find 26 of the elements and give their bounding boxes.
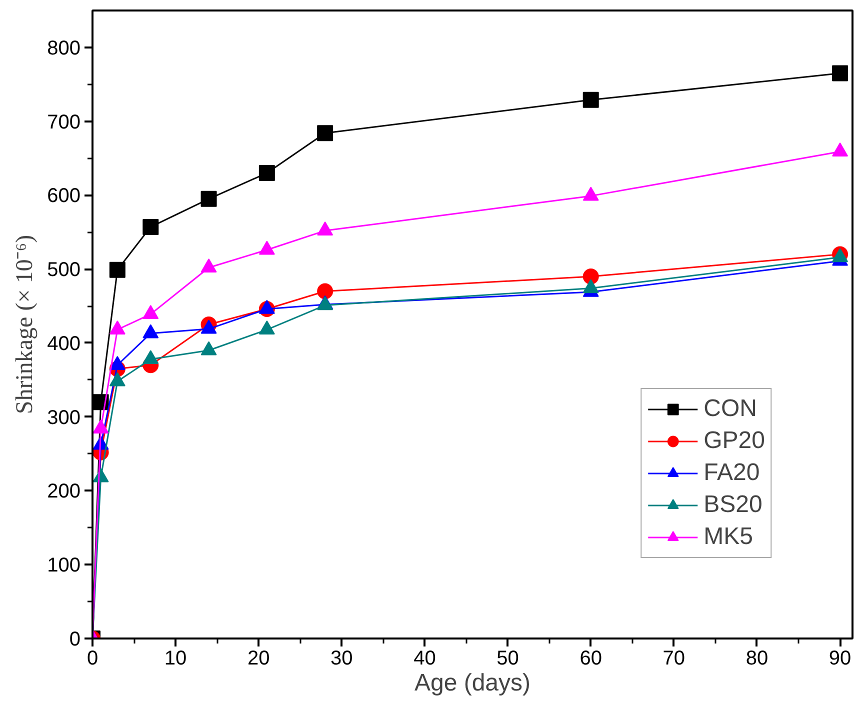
y-tick-label: 0 xyxy=(69,628,80,650)
legend-label: FA20 xyxy=(704,459,760,487)
y-tick-label: 300 xyxy=(47,406,81,429)
legend-label: GP20 xyxy=(704,427,765,455)
y-tick-label: 100 xyxy=(47,554,81,577)
y-tick-label: 400 xyxy=(47,332,81,355)
x-tick-label: 20 xyxy=(247,648,270,670)
x-tick-label: 80 xyxy=(746,648,768,670)
y-tick-label: 700 xyxy=(47,111,81,134)
legend-label: MK5 xyxy=(704,523,753,551)
y-tick-label: 800 xyxy=(47,37,81,60)
x-tick-label: 0 xyxy=(86,648,98,670)
y-axis-title: Shrinkage (× 10⁻⁶) xyxy=(12,234,38,414)
y-tick-label: 200 xyxy=(47,480,81,503)
x-tick-label: 10 xyxy=(164,648,187,670)
legend-label: CON xyxy=(704,395,757,423)
x-tick-label: 60 xyxy=(580,648,602,670)
y-tick-label: 500 xyxy=(47,259,81,282)
x-tick-label: 50 xyxy=(496,648,519,670)
legend-label: BS20 xyxy=(704,491,762,519)
x-tick-label: 30 xyxy=(330,648,353,670)
x-tick-label: 90 xyxy=(828,648,852,670)
x-axis-title: Age (days) xyxy=(414,670,531,696)
x-tick-label: 40 xyxy=(414,648,436,670)
y-tick-label: 600 xyxy=(47,185,81,208)
x-tick-label: 70 xyxy=(662,648,686,670)
